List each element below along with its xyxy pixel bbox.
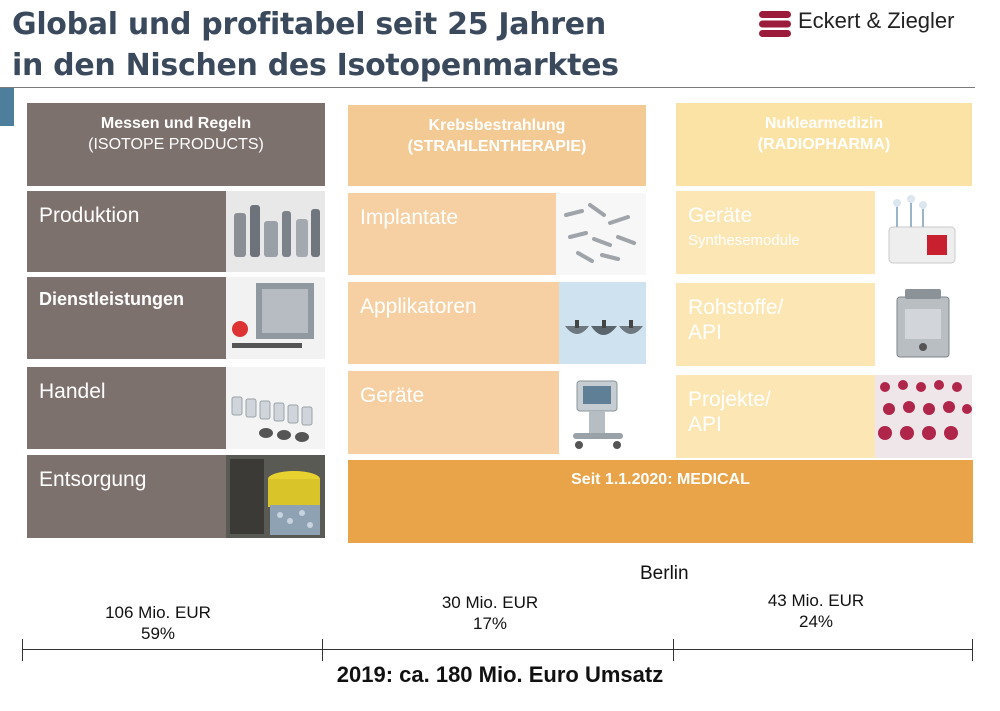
- vials-red-photo-icon: [875, 375, 972, 458]
- seed-implants-photo-icon: [556, 193, 646, 275]
- item-label-main: Geräte: [688, 204, 753, 227]
- header-title: Messen und Regeln: [100, 115, 252, 132]
- item-implantate: Implantate: [348, 193, 646, 275]
- glass-vials-photo-icon: [226, 367, 325, 449]
- item-label: Implantate: [348, 193, 556, 275]
- item-label: Geräte: [348, 371, 559, 454]
- revenue-radiopharma: 43 Mio. EUR 24%: [716, 590, 916, 632]
- column-header-strahlentherapie: Krebsbestrahlung (STRAHLENTHERAPIE): [348, 105, 646, 186]
- item-label-line-2: API: [688, 413, 722, 436]
- item-label: Produktion: [27, 191, 226, 272]
- column-header-isotope-products: Messen und Regeln (ISOTOPE PRODUCTS): [27, 103, 325, 186]
- applicators-photo-icon: [559, 282, 646, 364]
- revenue-share: 17%: [472, 614, 508, 633]
- item-label: Dienstleistungen: [27, 277, 226, 359]
- axis-tick: [673, 639, 674, 661]
- axis-tick: [22, 639, 23, 661]
- item-handel: Handel: [27, 367, 325, 449]
- revenue-axis: [22, 649, 973, 650]
- revenue-amount: 30 Mio. EUR: [441, 593, 539, 612]
- metal-parts-photo-icon: [226, 191, 325, 272]
- berlin-label: Berlin: [640, 563, 689, 584]
- revenue-amount: 106 Mio. EUR: [105, 603, 211, 622]
- medical-banner: Seit 1.1.2020: MEDICAL: [348, 460, 973, 543]
- revenue-amount: 43 Mio. EUR: [767, 591, 865, 610]
- item-dienstleistungen: Dienstleistungen: [27, 277, 325, 359]
- item-geraete-radiopharma: Geräte Synthesemodule: [676, 191, 972, 274]
- synthesis-module-photo-icon: [875, 191, 972, 274]
- title-divider: [0, 87, 975, 88]
- item-geraete-strahlentherapie: Geräte: [348, 371, 646, 454]
- item-sublabel: Synthesemodule: [688, 232, 800, 249]
- item-entsorgung: Entsorgung: [27, 455, 325, 538]
- revenue-share: 24%: [798, 612, 834, 631]
- item-label: Applikatoren: [348, 282, 559, 364]
- waste-containers-photo-icon: [226, 455, 325, 538]
- eckert-ziegler-logo-icon: [759, 11, 791, 37]
- header-title: Krebsbestrahlung: [428, 117, 566, 134]
- accent-bar: [0, 88, 14, 126]
- page-title: Global und profitabel seit 25 Jahren in …: [12, 4, 619, 86]
- header-title: Nuklearmedizin: [764, 115, 884, 132]
- logo-text: Eckert & Ziegler: [798, 8, 955, 33]
- header-subtitle: (ISOTOPE PRODUCTS): [88, 136, 264, 153]
- column-header-radiopharma: Nuklearmedizin (RADIOPHARMA): [676, 103, 972, 186]
- afterloader-device-photo-icon: [559, 371, 646, 454]
- revenue-strahlentherapie: 30 Mio. EUR 17%: [390, 592, 590, 634]
- item-label: Projekte/ API: [676, 375, 875, 458]
- axis-tick: [322, 639, 323, 661]
- item-projekte: Projekte/ API: [676, 375, 972, 458]
- footer-total-revenue: 2019: ca. 180 Mio. Euro Umsatz: [336, 662, 664, 687]
- generator-device-photo-icon: [875, 283, 972, 366]
- item-label: Geräte Synthesemodule: [676, 191, 875, 274]
- item-label-line-1: Projekte/: [688, 388, 771, 411]
- title-line-2: in den Nischen des Isotopenmarktes: [12, 48, 619, 83]
- title-line-1: Global und profitabel seit 25 Jahren: [12, 7, 606, 42]
- header-subtitle: (RADIOPHARMA): [757, 136, 891, 153]
- axis-tick: [972, 639, 973, 661]
- item-produktion: Produktion: [27, 191, 325, 272]
- item-label: Handel: [27, 367, 226, 449]
- item-label: Entsorgung: [27, 455, 226, 538]
- header-subtitle: (STRAHLENTHERAPIE): [407, 138, 587, 155]
- revenue-isotope-products: 106 Mio. EUR 59%: [58, 602, 258, 644]
- radiation-source-photo-icon: [226, 277, 325, 359]
- item-label-line-2: API: [688, 321, 722, 344]
- item-label: Rohstoffe/ API: [676, 283, 875, 366]
- item-label-line-1: Rohstoffe/: [688, 296, 784, 319]
- item-rohstoffe: Rohstoffe/ API: [676, 283, 972, 366]
- revenue-share: 59%: [140, 624, 176, 643]
- item-applikatoren: Applikatoren: [348, 282, 646, 364]
